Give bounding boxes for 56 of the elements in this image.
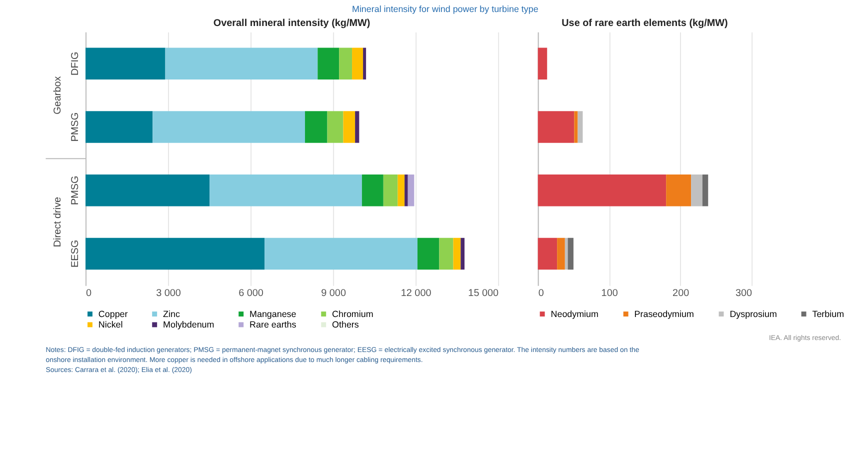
bar bbox=[352, 48, 364, 80]
bar bbox=[408, 174, 414, 206]
x-tick-label: 300 bbox=[736, 288, 753, 299]
bar bbox=[404, 174, 408, 206]
x-tick-label: 3 000 bbox=[156, 288, 182, 299]
legend-label: Rare earths bbox=[250, 320, 297, 330]
bar bbox=[86, 111, 153, 143]
bar bbox=[86, 48, 166, 80]
bar bbox=[339, 48, 352, 80]
legend-label: Zinc bbox=[163, 309, 180, 320]
y-tick-label: EESG bbox=[70, 240, 82, 268]
bar bbox=[86, 238, 265, 270]
legend-label: Nickel bbox=[98, 320, 123, 330]
legend-label: Molybdenum bbox=[163, 320, 214, 330]
y-tick-label: DFIG bbox=[70, 52, 82, 76]
bar bbox=[417, 238, 440, 270]
x-tick-label: 9 000 bbox=[321, 288, 346, 299]
legend-label: Praseodymium bbox=[634, 309, 694, 320]
x-tick-label: 0 bbox=[538, 288, 544, 299]
x-tick-label: 0 bbox=[86, 288, 92, 299]
bar bbox=[398, 174, 405, 206]
text: Gearbox bbox=[52, 76, 64, 114]
x-tick-label: 12 000 bbox=[400, 288, 432, 299]
bar bbox=[210, 174, 362, 206]
x-tick-label: 15 000 bbox=[468, 288, 500, 299]
legend-label: Dysprosium bbox=[730, 309, 777, 320]
text: Mineral intensity for wind power by turbine type bbox=[352, 4, 538, 14]
x-tick-label: 6 000 bbox=[238, 288, 264, 299]
bar bbox=[439, 238, 454, 270]
chart-title: Overall mineral intensity (kg/MW) bbox=[213, 18, 370, 29]
bar bbox=[86, 174, 210, 206]
bar bbox=[383, 174, 398, 206]
legend-label: Others bbox=[332, 320, 360, 330]
bar bbox=[362, 174, 384, 206]
legend-label: Chromium bbox=[332, 309, 374, 320]
x-tick-label: 200 bbox=[672, 288, 690, 299]
bar bbox=[304, 111, 328, 143]
bar bbox=[453, 238, 461, 270]
text: Direct drive bbox=[52, 196, 64, 248]
bar bbox=[343, 111, 356, 143]
bar bbox=[165, 48, 318, 80]
legend-label: Copper bbox=[98, 309, 128, 320]
legend-label: Terbium bbox=[812, 309, 844, 320]
bar bbox=[318, 48, 340, 80]
bar bbox=[264, 238, 418, 270]
legend-label: Neodymium bbox=[550, 309, 598, 320]
bar bbox=[327, 111, 344, 143]
bar bbox=[363, 48, 366, 80]
chart-title: Use of rare earth elements (kg/MW) bbox=[562, 18, 728, 29]
x-tick-label: 100 bbox=[601, 288, 618, 299]
bar bbox=[152, 111, 305, 143]
y-tick-label: PMSG bbox=[70, 176, 82, 206]
bar bbox=[460, 238, 465, 270]
bar bbox=[355, 111, 360, 143]
y-tick-label: PMSG bbox=[70, 112, 82, 142]
legend-label: Manganese bbox=[250, 309, 296, 320]
